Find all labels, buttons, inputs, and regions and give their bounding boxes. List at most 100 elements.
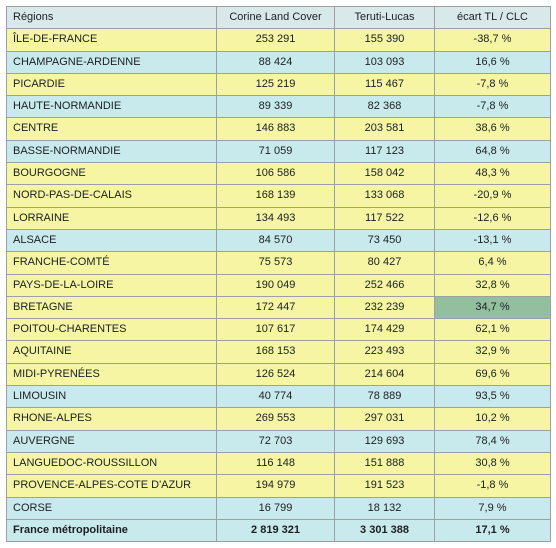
table-row: ÎLE-DE-FRANCE253 291155 390-38,7 % xyxy=(7,29,551,51)
cell-ecart: 30,8 % xyxy=(435,452,551,474)
cell-ecart: 32,8 % xyxy=(435,274,551,296)
total-clc: 2 819 321 xyxy=(217,519,335,541)
cell-clc: 134 493 xyxy=(217,207,335,229)
cell-region: AQUITAINE xyxy=(7,341,217,363)
cell-region: HAUTE-NORMANDIE xyxy=(7,96,217,118)
cell-region: CENTRE xyxy=(7,118,217,140)
cell-region: PROVENCE-ALPES-COTE D'AZUR xyxy=(7,475,217,497)
cell-tl: 223 493 xyxy=(335,341,435,363)
cell-ecart: -13,1 % xyxy=(435,229,551,251)
cell-clc: 40 774 xyxy=(217,386,335,408)
cell-region: LANGUEDOC-ROUSSILLON xyxy=(7,452,217,474)
cell-ecart: 69,6 % xyxy=(435,363,551,385)
cell-tl: 214 604 xyxy=(335,363,435,385)
table-row: BASSE-NORMANDIE71 059117 12364,8 % xyxy=(7,140,551,162)
table-row: LIMOUSIN40 77478 88993,5 % xyxy=(7,386,551,408)
col-header-ecart: écart TL / CLC xyxy=(435,7,551,29)
cell-region: BRETAGNE xyxy=(7,296,217,318)
cell-clc: 106 586 xyxy=(217,163,335,185)
table-row: BRETAGNE172 447232 23934,7 % xyxy=(7,296,551,318)
cell-ecart: 62,1 % xyxy=(435,319,551,341)
cell-clc: 190 049 xyxy=(217,274,335,296)
cell-tl: 158 042 xyxy=(335,163,435,185)
col-header-clc: Corine Land Cover xyxy=(217,7,335,29)
cell-region: BOURGOGNE xyxy=(7,163,217,185)
cell-clc: 16 799 xyxy=(217,497,335,519)
table-row: LORRAINE134 493117 522-12,6 % xyxy=(7,207,551,229)
cell-region: BASSE-NORMANDIE xyxy=(7,140,217,162)
cell-ecart: -7,8 % xyxy=(435,73,551,95)
cell-region: FRANCHE-COMTÉ xyxy=(7,252,217,274)
cell-region: PICARDIE xyxy=(7,73,217,95)
cell-tl: 297 031 xyxy=(335,408,435,430)
cell-region: LIMOUSIN xyxy=(7,386,217,408)
table-row: NORD-PAS-DE-CALAIS168 139133 068-20,9 % xyxy=(7,185,551,207)
table-row: CENTRE146 883203 58138,6 % xyxy=(7,118,551,140)
table-row: AUVERGNE72 703129 69378,4 % xyxy=(7,430,551,452)
cell-tl: 117 123 xyxy=(335,140,435,162)
cell-tl: 232 239 xyxy=(335,296,435,318)
cell-clc: 253 291 xyxy=(217,29,335,51)
cell-tl: 82 368 xyxy=(335,96,435,118)
cell-clc: 194 979 xyxy=(217,475,335,497)
total-tl: 3 301 388 xyxy=(335,519,435,541)
cell-region: CHAMPAGNE-ARDENNE xyxy=(7,51,217,73)
cell-ecart: 6,4 % xyxy=(435,252,551,274)
cell-ecart: 48,3 % xyxy=(435,163,551,185)
cell-region: CORSE xyxy=(7,497,217,519)
table-row: PICARDIE125 219115 467-7,8 % xyxy=(7,73,551,95)
cell-ecart: 10,2 % xyxy=(435,408,551,430)
cell-ecart: -7,8 % xyxy=(435,96,551,118)
table-row: HAUTE-NORMANDIE89 33982 368-7,8 % xyxy=(7,96,551,118)
cell-tl: 80 427 xyxy=(335,252,435,274)
cell-tl: 191 523 xyxy=(335,475,435,497)
cell-ecart: 32,9 % xyxy=(435,341,551,363)
cell-ecart: -1,8 % xyxy=(435,475,551,497)
table-row: CHAMPAGNE-ARDENNE88 424103 09316,6 % xyxy=(7,51,551,73)
cell-tl: 103 093 xyxy=(335,51,435,73)
table-row: MIDI-PYRENÉES126 524214 60469,6 % xyxy=(7,363,551,385)
cell-ecart: 7,9 % xyxy=(435,497,551,519)
cell-ecart: 78,4 % xyxy=(435,430,551,452)
cell-region: PAYS-DE-LA-LOIRE xyxy=(7,274,217,296)
table-row: LANGUEDOC-ROUSSILLON116 148151 88830,8 % xyxy=(7,452,551,474)
cell-region: MIDI-PYRENÉES xyxy=(7,363,217,385)
cell-region: ALSACE xyxy=(7,229,217,251)
cell-tl: 151 888 xyxy=(335,452,435,474)
cell-region: AUVERGNE xyxy=(7,430,217,452)
table-row: BOURGOGNE106 586158 04248,3 % xyxy=(7,163,551,185)
cell-ecart: 38,6 % xyxy=(435,118,551,140)
cell-ecart: -38,7 % xyxy=(435,29,551,51)
cell-tl: 203 581 xyxy=(335,118,435,140)
table-row: CORSE16 79918 1327,9 % xyxy=(7,497,551,519)
cell-clc: 89 339 xyxy=(217,96,335,118)
cell-clc: 75 573 xyxy=(217,252,335,274)
cell-tl: 115 467 xyxy=(335,73,435,95)
cell-tl: 252 466 xyxy=(335,274,435,296)
cell-tl: 117 522 xyxy=(335,207,435,229)
cell-ecart: -12,6 % xyxy=(435,207,551,229)
table-row: AQUITAINE168 153223 49332,9 % xyxy=(7,341,551,363)
cell-ecart: -20,9 % xyxy=(435,185,551,207)
cell-clc: 269 553 xyxy=(217,408,335,430)
cell-ecart: 34,7 % xyxy=(435,296,551,318)
cell-clc: 116 148 xyxy=(217,452,335,474)
cell-clc: 107 617 xyxy=(217,319,335,341)
cell-tl: 133 068 xyxy=(335,185,435,207)
table-row: PROVENCE-ALPES-COTE D'AZUR194 979191 523… xyxy=(7,475,551,497)
total-row: France métropolitaine 2 819 321 3 301 38… xyxy=(7,519,551,541)
table-row: RHONE-ALPES269 553297 03110,2 % xyxy=(7,408,551,430)
cell-clc: 84 570 xyxy=(217,229,335,251)
cell-clc: 168 153 xyxy=(217,341,335,363)
cell-region: RHONE-ALPES xyxy=(7,408,217,430)
cell-region: POITOU-CHARENTES xyxy=(7,319,217,341)
cell-clc: 126 524 xyxy=(217,363,335,385)
cell-region: LORRAINE xyxy=(7,207,217,229)
cell-region: ÎLE-DE-FRANCE xyxy=(7,29,217,51)
cell-region: NORD-PAS-DE-CALAIS xyxy=(7,185,217,207)
total-ecart: 17,1 % xyxy=(435,519,551,541)
cell-clc: 125 219 xyxy=(217,73,335,95)
cell-clc: 146 883 xyxy=(217,118,335,140)
cell-ecart: 64,8 % xyxy=(435,140,551,162)
table-row: ALSACE84 57073 450-13,1 % xyxy=(7,229,551,251)
